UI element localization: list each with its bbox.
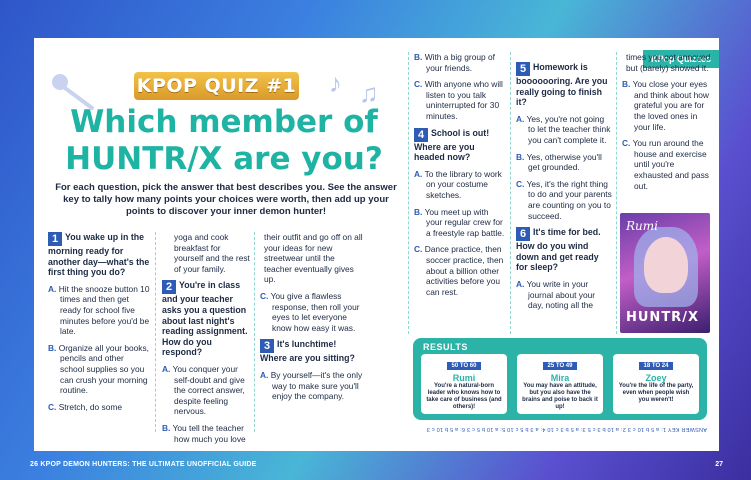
- q1-option-b: B. Organize all your books, pencils and …: [48, 342, 150, 396]
- page-title: Which member of HUNTR/X are you?: [65, 104, 383, 177]
- q5-option-b: B. Yes, otherwise you'll get grounded.: [516, 151, 602, 173]
- result-card: 25 TO 49 Mira You may have an attitude, …: [517, 354, 603, 414]
- q2-option-a: A. You conquer your self-doubt and give …: [162, 363, 245, 417]
- q5-option-a: A. Yes, you're not going to let the teac…: [516, 113, 611, 145]
- music-notes-icon: ♫: [359, 78, 379, 108]
- result-card: 50 TO 60 Rumi You're a natural-born lead…: [421, 354, 507, 414]
- column-6: times you got annoyed but (barely) showe…: [622, 52, 714, 197]
- q4-option-c: C. Dance practice, then soccer practice,…: [414, 244, 504, 297]
- q3-option-a: A. By yourself—it's the only way to make…: [260, 369, 363, 402]
- results-panel: RESULTS 50 TO 60 Rumi You're a natural-b…: [413, 338, 707, 420]
- question-3: 3 It's lunchtime! Where are you sitting?: [260, 339, 355, 364]
- column-5: 5 Homework is booooooring. Are you really…: [516, 62, 612, 317]
- page-number: 27: [715, 461, 723, 468]
- cover-title: Rumi: [626, 219, 658, 233]
- intro-text: For each question, pick the answer that …: [55, 182, 397, 217]
- question-4: 4 School is out! Where are you headed now…: [414, 127, 490, 163]
- q2-option-c: C. You give a flawless response, then ro…: [260, 290, 360, 333]
- q1-option-c: C. Stretch, do some: [48, 401, 123, 412]
- q6-option-b: B. You close your eyes and think about h…: [622, 79, 709, 132]
- footer-left: 26 KPOP DEMON HUNTERS: THE ULTIMATE UNOF…: [30, 461, 257, 468]
- q4-option-a: A. To the library to work on your costum…: [414, 168, 502, 200]
- q3-option-b: B. With a big group of your friends.: [414, 52, 495, 73]
- q6-option-c: C. You run around the house and exercise…: [622, 138, 709, 191]
- column-2: yoga and cook breakfast for yourself and…: [162, 232, 250, 450]
- q1-option-c-cont: yoga and cook breakfast for yourself and…: [174, 232, 250, 274]
- result-card: 18 TO 24 Zoey You're the life of the par…: [613, 354, 699, 414]
- column-4: B. With a big group of your friends. C. …: [414, 52, 506, 303]
- question-1: 1 You wake up in the morning ready for an…: [48, 232, 150, 278]
- answer-key: ANSWER KEY 1: a 5 b 10 c 3 2: a 10 b 3 c…: [426, 426, 707, 432]
- music-note-icon: ♪: [329, 68, 342, 98]
- quiz-badge: KPOP QUIZ #1: [134, 72, 299, 100]
- q3-option-c: C. With anyone who will listen to you ta…: [414, 79, 503, 121]
- question-6: 6 It's time for bed. How do you wind down…: [516, 227, 601, 273]
- q4-option-b: B. You meet up with your regular crew fo…: [414, 206, 505, 238]
- q1-option-a: A. Hit the snooze button 10 times and th…: [48, 283, 150, 337]
- magazine-page: KPop Quizzes ♪ ♫ KPOP QUIZ #1 Which memb…: [34, 38, 719, 451]
- book-cover-image: Rumi HUNTR/X: [620, 213, 710, 333]
- q5-option-c: C. Yes, it's the right thing to do and y…: [516, 178, 612, 221]
- microphone-icon: [52, 74, 94, 110]
- column-3: their outfit and go off on all your idea…: [260, 232, 364, 408]
- q6-option-a-cont: times you got annoyed but (barely) showe…: [626, 52, 711, 73]
- question-2: 2 You're in class and your teacher asks y…: [162, 280, 248, 358]
- q6-option-a: A. You write in your journal about your …: [516, 278, 596, 311]
- section-tag: KPop Quizzes: [642, 50, 719, 68]
- question-5: 5 Homework is booooooring. Are you really…: [516, 62, 608, 108]
- column-1: 1 You wake up in the morning ready for an…: [48, 232, 150, 418]
- cover-logo: HUNTR/X: [626, 310, 699, 325]
- q2-option-b: B. You tell the teacher how much you lov…: [162, 422, 246, 444]
- q2-option-b-cont: their outfit and go off on all your idea…: [264, 232, 363, 285]
- results-title: RESULTS: [423, 342, 468, 352]
